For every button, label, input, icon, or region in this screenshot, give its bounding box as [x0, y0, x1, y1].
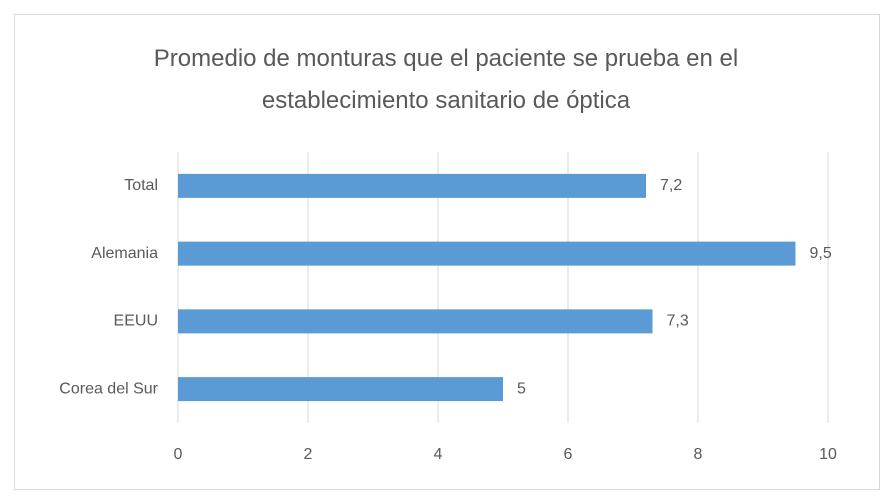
- x-tick-label: 2: [304, 446, 313, 463]
- y-tick-label: EEUU: [114, 313, 158, 330]
- y-tick-label: Corea del Sur: [59, 380, 158, 397]
- x-tick-label: 8: [694, 446, 703, 463]
- x-tick-label: 0: [174, 446, 183, 463]
- bar: [178, 309, 653, 334]
- bar: [178, 173, 646, 198]
- data-label: 7,3: [667, 313, 689, 330]
- x-tick-label: 6: [564, 446, 573, 463]
- x-tick-label: 4: [434, 446, 443, 463]
- data-label: 5: [517, 380, 526, 397]
- y-tick-label: Total: [124, 177, 158, 194]
- bar: [178, 377, 503, 402]
- data-label: 9,5: [810, 245, 832, 262]
- bar: [178, 241, 796, 266]
- data-label: 7,2: [660, 177, 682, 194]
- y-tick-label: Alemania: [91, 245, 158, 262]
- x-tick-label: 10: [819, 446, 837, 463]
- chart-title: Promedio de monturas que el paciente se …: [153, 45, 739, 114]
